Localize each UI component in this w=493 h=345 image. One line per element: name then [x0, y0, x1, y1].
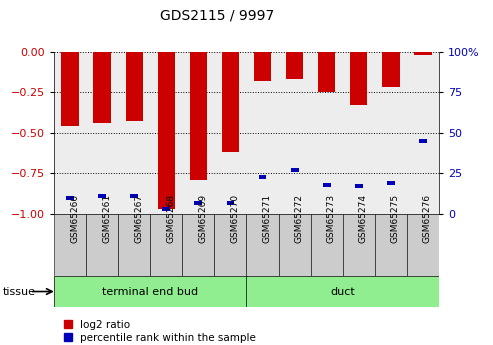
- Legend: log2 ratio, percentile rank within the sample: log2 ratio, percentile rank within the s…: [60, 316, 260, 345]
- Text: GSM65270: GSM65270: [230, 194, 240, 244]
- Text: GSM65274: GSM65274: [358, 194, 368, 243]
- Bar: [387, 181, 395, 185]
- Text: GSM65272: GSM65272: [295, 194, 304, 243]
- Bar: [190, 52, 207, 180]
- Bar: [150, 214, 182, 276]
- Text: tissue: tissue: [2, 287, 35, 296]
- Bar: [354, 184, 363, 188]
- Bar: [414, 52, 431, 55]
- Bar: [214, 52, 246, 214]
- Bar: [98, 194, 106, 198]
- Bar: [343, 52, 375, 214]
- Bar: [350, 52, 367, 105]
- Text: GSM65271: GSM65271: [262, 194, 272, 244]
- Bar: [222, 52, 239, 152]
- Bar: [54, 52, 86, 214]
- Bar: [382, 52, 399, 87]
- Bar: [311, 52, 343, 214]
- Bar: [419, 139, 427, 143]
- Bar: [279, 52, 311, 214]
- Bar: [343, 214, 375, 276]
- Bar: [311, 214, 343, 276]
- Bar: [162, 207, 171, 211]
- Bar: [246, 214, 279, 276]
- Text: terminal end bud: terminal end bud: [103, 287, 198, 296]
- Bar: [118, 52, 150, 214]
- Text: GSM65276: GSM65276: [423, 194, 432, 244]
- Bar: [126, 52, 143, 121]
- Bar: [182, 214, 214, 276]
- Bar: [322, 183, 331, 187]
- Text: GSM65267: GSM65267: [134, 194, 143, 244]
- Text: GSM65268: GSM65268: [166, 194, 176, 244]
- Bar: [279, 214, 311, 276]
- Bar: [407, 52, 439, 214]
- Bar: [86, 52, 118, 214]
- Bar: [246, 52, 279, 214]
- Bar: [254, 52, 271, 81]
- Bar: [158, 52, 175, 209]
- Bar: [226, 200, 235, 205]
- Bar: [194, 200, 203, 205]
- Bar: [375, 52, 407, 214]
- Bar: [318, 52, 335, 92]
- Bar: [375, 214, 407, 276]
- Text: GSM65269: GSM65269: [198, 194, 208, 244]
- Text: GSM65261: GSM65261: [102, 194, 111, 244]
- Bar: [286, 52, 303, 79]
- Bar: [407, 214, 439, 276]
- Bar: [54, 276, 246, 307]
- Bar: [150, 52, 182, 214]
- Bar: [182, 52, 214, 214]
- Bar: [214, 214, 246, 276]
- Bar: [290, 168, 299, 172]
- Bar: [130, 194, 139, 198]
- Text: GDS2115 / 9997: GDS2115 / 9997: [160, 9, 274, 23]
- Bar: [66, 196, 74, 200]
- Bar: [246, 276, 439, 307]
- Bar: [62, 52, 79, 126]
- Bar: [54, 214, 86, 276]
- Bar: [258, 175, 267, 179]
- Text: GSM65260: GSM65260: [70, 194, 79, 244]
- Text: GSM65275: GSM65275: [390, 194, 400, 244]
- Text: GSM65273: GSM65273: [326, 194, 336, 244]
- Text: duct: duct: [330, 287, 355, 296]
- Bar: [94, 52, 111, 123]
- Bar: [118, 214, 150, 276]
- Bar: [86, 214, 118, 276]
